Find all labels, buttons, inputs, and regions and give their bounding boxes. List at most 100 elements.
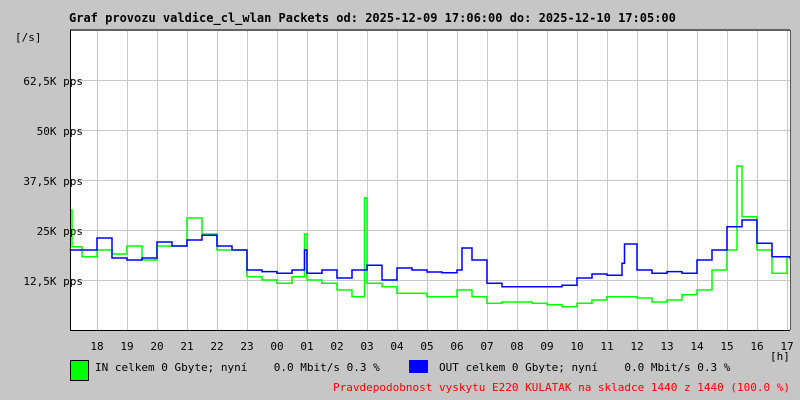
x-tick-label: 21 xyxy=(180,340,193,353)
data-point-in xyxy=(681,294,683,296)
data-point-out xyxy=(336,277,338,279)
data-point-out xyxy=(186,239,188,241)
series-line-out xyxy=(70,219,791,288)
x-tick-label: 15 xyxy=(720,340,733,353)
data-point-out xyxy=(786,256,788,258)
data-point-in xyxy=(126,245,128,247)
data-point-out xyxy=(486,282,488,284)
data-point-in xyxy=(531,302,533,304)
x-tick-label: 16 xyxy=(750,340,763,353)
x-tick-label: 12 xyxy=(630,340,643,353)
data-point-in xyxy=(711,269,713,271)
x-tick-label: 01 xyxy=(300,340,313,353)
y-axis-unit: [/s] xyxy=(15,31,42,44)
data-point-out xyxy=(201,234,203,236)
x-tick-label: 19 xyxy=(120,340,133,353)
data-point-in xyxy=(516,301,518,303)
x-tick-label: 06 xyxy=(450,340,463,353)
data-point-in xyxy=(411,292,413,294)
y-tick-label: 50K pps xyxy=(37,125,83,138)
data-point-in xyxy=(696,289,698,291)
data-point-out xyxy=(771,256,773,258)
legend-out-text: OUT celkem 0 Gbyte; nyní 0.0 Mbit/s 0.3 … xyxy=(439,361,731,374)
y-tick-label: 37,5K pps xyxy=(23,175,83,188)
data-point-in xyxy=(381,286,383,288)
x-tick-label: 03 xyxy=(360,340,373,353)
data-point-in xyxy=(81,256,83,258)
data-point-out xyxy=(304,249,305,251)
data-point-out xyxy=(756,242,758,244)
data-point-out xyxy=(576,277,578,279)
data-point-in xyxy=(471,296,473,298)
data-point-out xyxy=(261,271,263,273)
x-tick-label: 22 xyxy=(210,340,223,353)
data-point-out xyxy=(441,272,443,274)
data-point-in xyxy=(291,276,293,278)
data-point-out xyxy=(651,272,653,274)
data-point-out xyxy=(321,269,323,271)
data-point-out xyxy=(426,271,428,273)
data-point-in xyxy=(186,217,188,219)
legend-out-swatch xyxy=(409,360,428,373)
data-point-in xyxy=(261,279,263,281)
data-point-in xyxy=(501,301,503,303)
data-point-in xyxy=(771,272,773,274)
data-point-in xyxy=(71,246,73,248)
probability-note: Pravdepodobnost vyskytu E220 KULATAK na … xyxy=(333,381,790,394)
data-point-out xyxy=(171,245,173,247)
data-point-out xyxy=(231,249,233,251)
data-point-out xyxy=(711,249,713,251)
legend-in-text: IN celkem 0 Gbyte; nyní 0.0 Mbit/s 0.3 % xyxy=(95,361,380,374)
data-point-out xyxy=(666,271,668,273)
data-point-in xyxy=(666,299,668,301)
data-point-out xyxy=(381,279,383,281)
data-point-in xyxy=(246,276,248,278)
data-point-out xyxy=(456,269,458,271)
data-point-out xyxy=(156,241,158,243)
x-tick-label: 17 xyxy=(780,340,793,353)
data-point-out xyxy=(741,219,743,221)
data-point-out xyxy=(96,237,98,239)
series-line-in xyxy=(70,165,791,308)
data-point-in xyxy=(364,197,365,199)
data-point-out xyxy=(351,269,353,271)
x-tick-label: 05 xyxy=(420,340,433,353)
data-point-out xyxy=(516,286,518,288)
data-point-in xyxy=(606,296,608,298)
y-tick-labels: 12,5K pps 25K pps 37,5K pps 50K pps 62,5K pp… xyxy=(23,75,83,288)
x-tick-label: 00 xyxy=(270,340,283,353)
data-point-out xyxy=(366,264,368,266)
data-point-in xyxy=(636,297,638,299)
data-point-out xyxy=(696,259,698,261)
x-tick-label: 14 xyxy=(690,340,704,353)
y-tick-label: 25K pps xyxy=(37,225,83,238)
data-point-in xyxy=(304,233,305,235)
x-tick-label: 10 xyxy=(570,340,583,353)
x-tick-label: 18 xyxy=(90,340,103,353)
data-point-out xyxy=(126,259,128,261)
data-point-out xyxy=(606,274,608,276)
data-point-in xyxy=(396,292,398,294)
data-point-out xyxy=(726,226,728,228)
data-point-in xyxy=(216,249,218,251)
data-point-out xyxy=(306,272,308,274)
x-tick-labels: 18 19 20 21 22 23 00 01 02 03 04 05 06 07 08 09 10 11 12 13… xyxy=(90,340,793,353)
data-point-in xyxy=(441,296,443,298)
data-point-out xyxy=(246,269,248,271)
chart-title: Graf provozu valdice_cl_wlan Packets od:… xyxy=(69,11,676,26)
data-point-out xyxy=(621,262,623,264)
x-tick-label: 07 xyxy=(480,340,493,353)
data-point-out xyxy=(111,257,113,259)
data-point-in xyxy=(426,296,428,298)
data-point-out xyxy=(501,286,503,288)
data-point-in xyxy=(276,282,278,284)
data-point-in xyxy=(456,289,458,291)
data-point-out xyxy=(591,273,593,275)
data-point-out xyxy=(141,257,143,259)
data-point-in xyxy=(736,165,738,167)
data-point-in xyxy=(336,289,338,291)
data-point-in xyxy=(756,249,758,251)
data-point-out xyxy=(411,269,413,271)
